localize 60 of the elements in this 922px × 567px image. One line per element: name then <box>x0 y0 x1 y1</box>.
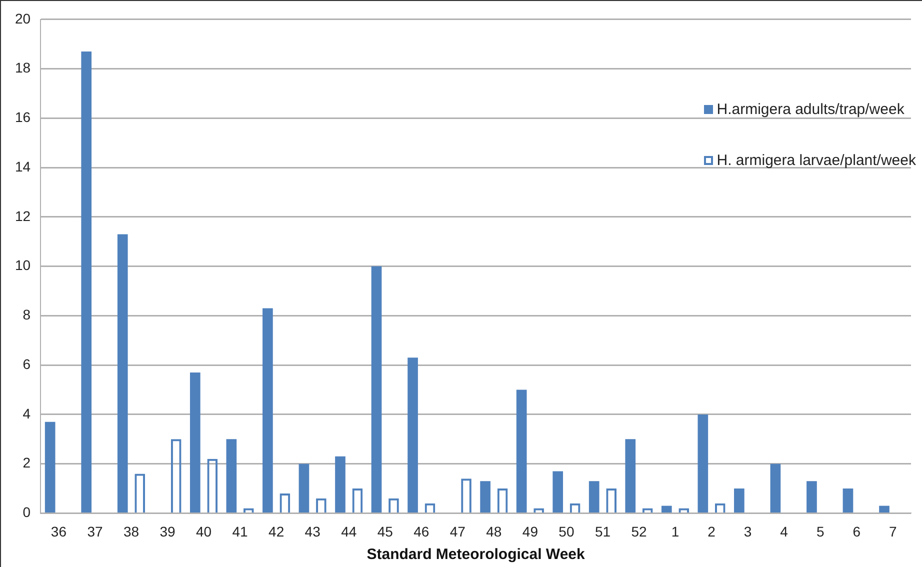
y-tick-label: 16 <box>14 109 31 126</box>
y-tick-label: 6 <box>22 356 31 372</box>
x-tick-label: 5 <box>816 523 824 540</box>
x-tick-label: 49 <box>522 523 538 540</box>
x-tick-label: 38 <box>123 523 140 540</box>
x-tick-label: 47 <box>450 523 466 540</box>
x-tick-label: 39 <box>160 523 176 540</box>
bar <box>806 481 817 512</box>
bar <box>588 481 600 512</box>
x-tick-label: 7 <box>888 523 897 540</box>
bar <box>625 439 636 512</box>
x-tick-label: 1 <box>671 523 680 540</box>
bar <box>117 234 128 512</box>
bar <box>408 358 418 512</box>
x-axis-title: Standard Meteorological Week <box>366 546 586 564</box>
bar <box>734 488 744 512</box>
bar <box>81 51 92 512</box>
x-tick-label: 41 <box>232 523 248 540</box>
y-tick-label: 12 <box>14 208 31 224</box>
y-tick-label: 0 <box>22 504 31 520</box>
x-tick-label: 45 <box>377 523 394 540</box>
y-tick-label: 8 <box>22 306 31 323</box>
x-tick-label: 37 <box>87 523 103 540</box>
x-tick-label: 50 <box>558 523 574 540</box>
y-tick-label: 20 <box>14 10 31 26</box>
bar <box>842 488 854 512</box>
bar <box>190 372 200 512</box>
legend-label: H.armigera adults/trap/week <box>716 101 904 118</box>
bar <box>516 390 527 512</box>
x-tick-label: 44 <box>341 523 357 540</box>
y-tick-label: 2 <box>22 454 31 471</box>
legend-label: H. armigera larvae/plant/week <box>716 152 916 169</box>
bar <box>770 464 781 512</box>
x-tick-label: 42 <box>268 523 284 540</box>
x-tick-label: 46 <box>414 523 430 540</box>
bar <box>879 506 890 512</box>
bar <box>335 456 346 512</box>
bar <box>298 464 310 512</box>
x-tick-label: 43 <box>304 523 321 540</box>
bar <box>480 481 490 512</box>
x-tick-label: 51 <box>594 523 611 540</box>
bar <box>226 439 237 512</box>
x-tick-label: 6 <box>852 523 861 540</box>
x-tick-label: 4 <box>780 523 788 540</box>
y-tick-label: 4 <box>22 405 31 422</box>
y-tick-label: 10 <box>14 257 31 274</box>
bar <box>371 266 382 512</box>
x-tick-label: 2 <box>708 523 716 540</box>
bar <box>262 308 273 512</box>
bar <box>44 422 56 512</box>
x-tick-label: 52 <box>631 523 647 540</box>
x-tick-label: 36 <box>50 523 67 540</box>
x-tick-label: 40 <box>196 523 212 540</box>
x-tick-label: 3 <box>744 523 752 540</box>
y-tick-label: 14 <box>14 158 31 174</box>
bar <box>661 506 672 512</box>
bar <box>698 414 708 512</box>
x-tick-label: 48 <box>486 523 502 540</box>
bar <box>552 471 564 512</box>
y-tick-label: 18 <box>14 60 31 76</box>
